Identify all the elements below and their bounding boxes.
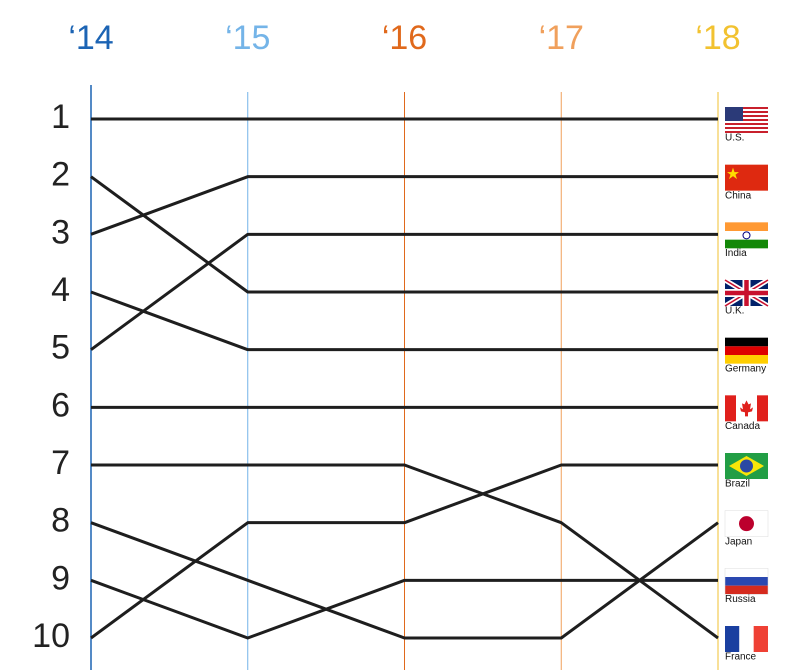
rank-label: 2 — [51, 156, 70, 194]
stripe — [725, 222, 768, 231]
rank-label: 5 — [51, 329, 70, 367]
rank-line — [90, 175, 718, 294]
stripe — [725, 121, 768, 123]
globe — [740, 459, 753, 473]
band — [757, 395, 768, 422]
stripe — [725, 107, 768, 109]
country-label: France — [725, 652, 757, 663]
stripe — [725, 129, 768, 131]
stripe — [725, 127, 768, 129]
rank-line — [91, 463, 719, 640]
stripe — [739, 626, 754, 652]
stripe — [725, 113, 768, 115]
field — [725, 164, 768, 191]
stripe — [725, 115, 768, 117]
rank-label: 6 — [51, 386, 70, 424]
country-label: India — [725, 248, 747, 259]
flag — [725, 107, 768, 133]
rank-label: 10 — [32, 617, 70, 655]
rank-line — [90, 521, 719, 640]
year-label: ‘18 — [695, 19, 740, 57]
leaf — [740, 400, 753, 417]
country-label: Canada — [725, 421, 760, 432]
year-label: ‘17 — [539, 19, 584, 57]
stripe — [725, 231, 768, 240]
country-label: Brazil — [725, 479, 750, 490]
cross-red — [725, 280, 768, 306]
country-label: U.S. — [725, 133, 744, 144]
stripe — [725, 337, 768, 347]
country-label: China — [725, 190, 752, 201]
year-label: ‘15 — [225, 19, 270, 57]
stripe — [725, 626, 740, 652]
stripe — [725, 577, 768, 586]
country-label: Russia — [725, 594, 756, 605]
rank-label: 4 — [51, 271, 70, 309]
stripe — [725, 125, 768, 127]
flag — [725, 337, 768, 364]
sun — [739, 516, 754, 532]
flag — [725, 626, 768, 652]
rank-label: 3 — [51, 213, 70, 251]
stripe — [725, 568, 768, 577]
flag — [724, 568, 769, 595]
country-label: Japan — [725, 536, 752, 547]
columns: ‘14 ‘15 ‘16 ‘17 ‘18 1 2 3 4 5 6 7 8 9 10 — [32, 19, 741, 670]
flag — [725, 222, 768, 249]
stripe — [725, 131, 768, 133]
year-label: ‘14 — [68, 19, 113, 57]
flags: U.S. China India U.K. Germany Canada Brazil Jap… — [723, 107, 770, 663]
rank-label: 1 — [51, 98, 70, 136]
stripe — [725, 111, 768, 113]
stripe — [725, 109, 768, 111]
flag — [724, 510, 769, 537]
stripe — [725, 346, 768, 355]
canton — [725, 107, 743, 121]
stripe — [725, 239, 768, 249]
star — [727, 167, 739, 180]
rank-line — [90, 578, 718, 640]
flag — [725, 395, 768, 422]
border — [724, 568, 769, 595]
stripe — [725, 119, 768, 121]
stripe — [753, 626, 768, 652]
rank-label: 9 — [51, 559, 70, 597]
country-label: U.K. — [725, 306, 744, 317]
year-label: ‘16 — [382, 19, 427, 57]
stripe — [725, 355, 768, 364]
band — [725, 395, 736, 422]
country-label: Germany — [725, 363, 766, 374]
stripe — [725, 123, 768, 125]
rank-line — [90, 290, 718, 352]
rank-line — [90, 232, 718, 351]
rank-line — [90, 175, 718, 236]
rank-label: 8 — [51, 502, 70, 540]
stripe — [725, 585, 768, 595]
flag — [725, 453, 768, 479]
flag — [723, 277, 770, 309]
wheel — [742, 231, 751, 240]
lines — [90, 117, 719, 640]
stripe — [725, 117, 768, 119]
rank-label: 7 — [51, 444, 70, 482]
flag — [725, 164, 768, 191]
